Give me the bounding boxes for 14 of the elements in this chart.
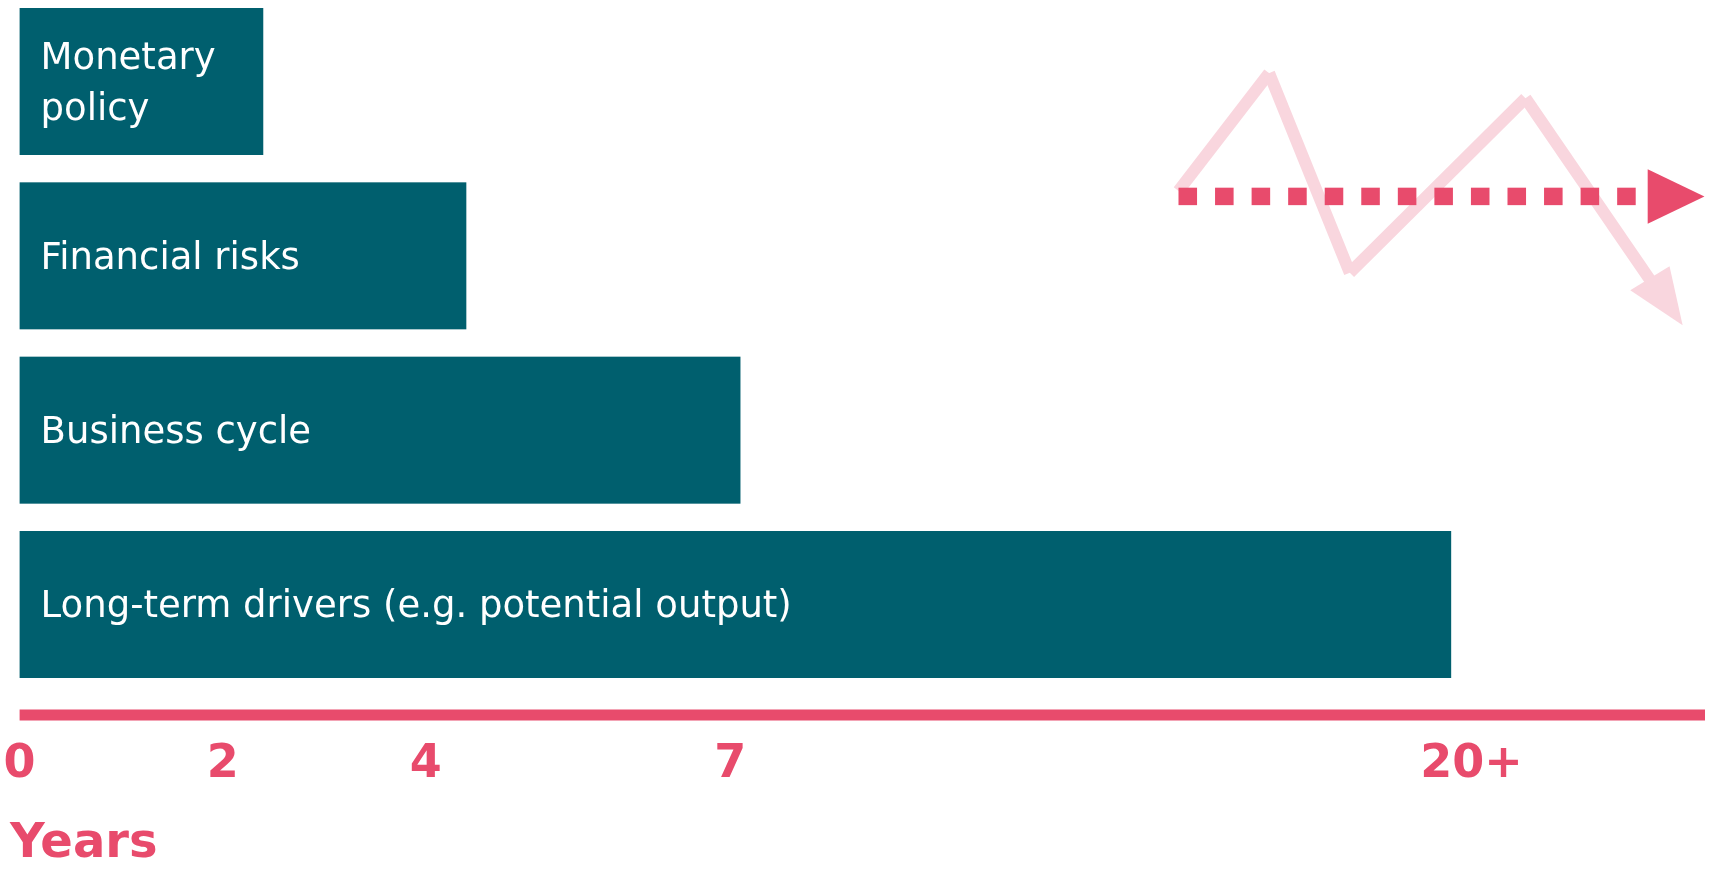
bar	[19, 531, 1452, 678]
y-tick-label: Business cycle	[40, 409, 312, 453]
x-tick-label: 7	[714, 734, 747, 788]
x-tick-label: 20+	[1420, 734, 1523, 788]
y-tick-label: Long-term drivers (e.g. potential output)	[40, 583, 792, 627]
x-axis-title: Years	[9, 812, 158, 868]
y-tick-label: Financial risks	[40, 234, 300, 278]
bar	[19, 356, 741, 504]
x-tick-label: 0	[3, 734, 36, 788]
y-tick-label: Monetary policy	[40, 34, 216, 130]
x-tick-label: 4	[409, 734, 442, 788]
bar	[19, 8, 264, 155]
x-tick-label: 2	[206, 734, 239, 788]
bar	[19, 182, 467, 330]
